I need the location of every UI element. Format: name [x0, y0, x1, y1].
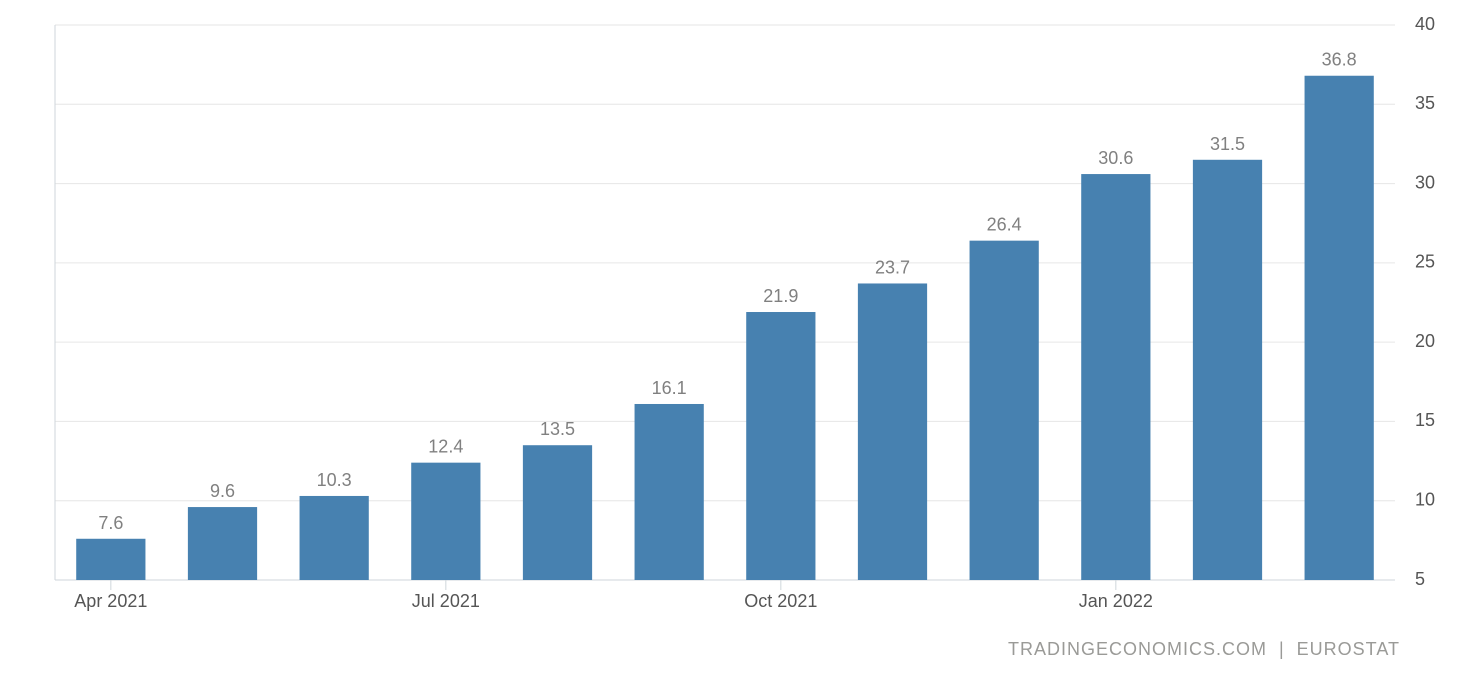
bar — [1305, 76, 1374, 580]
bar — [1193, 160, 1262, 580]
bar-value-label: 26.4 — [987, 215, 1022, 235]
attribution-text: TRADINGECONOMICS.COM | EUROSTAT — [1008, 639, 1400, 660]
bar-value-label: 36.8 — [1322, 50, 1357, 70]
x-tick-label: Apr 2021 — [74, 591, 147, 611]
bar — [76, 539, 145, 580]
bar-value-label: 7.6 — [98, 513, 123, 533]
bar — [635, 404, 704, 580]
bar — [300, 496, 369, 580]
bar — [1081, 174, 1150, 580]
bar — [523, 445, 592, 580]
bar-value-label: 23.7 — [875, 257, 910, 277]
bar-value-label: 16.1 — [652, 378, 687, 398]
bar-value-label: 31.5 — [1210, 134, 1245, 154]
y-tick-label: 10 — [1415, 489, 1435, 509]
bar-value-label: 13.5 — [540, 419, 575, 439]
bar — [746, 312, 815, 580]
bar-value-label: 30.6 — [1098, 148, 1133, 168]
bar-value-label: 21.9 — [763, 286, 798, 306]
y-tick-label: 25 — [1415, 252, 1435, 272]
x-tick-label: Jul 2021 — [412, 591, 480, 611]
bar-value-label: 9.6 — [210, 481, 235, 501]
y-tick-label: 5 — [1415, 569, 1425, 589]
bar — [970, 241, 1039, 580]
bar-value-label: 12.4 — [428, 437, 463, 457]
y-tick-label: 15 — [1415, 410, 1435, 430]
x-tick-label: Oct 2021 — [744, 591, 817, 611]
chart-container: 5 10 15 20 25 30 35 40 7.6 9.6 10.3 12.4 13.5 16.1 21.… — [0, 0, 1460, 680]
y-tick-label: 30 — [1415, 172, 1435, 192]
x-tick-label: Jan 2022 — [1079, 591, 1153, 611]
bar-value-label: 10.3 — [317, 470, 352, 490]
y-tick-label: 20 — [1415, 331, 1435, 351]
bar — [858, 283, 927, 580]
bar — [411, 463, 480, 580]
y-tick-label: 35 — [1415, 93, 1435, 113]
bar-chart: 5 10 15 20 25 30 35 40 7.6 9.6 10.3 12.4 13.5 16.1 21.… — [0, 0, 1460, 680]
bar — [188, 507, 257, 580]
y-tick-label: 40 — [1415, 14, 1435, 34]
